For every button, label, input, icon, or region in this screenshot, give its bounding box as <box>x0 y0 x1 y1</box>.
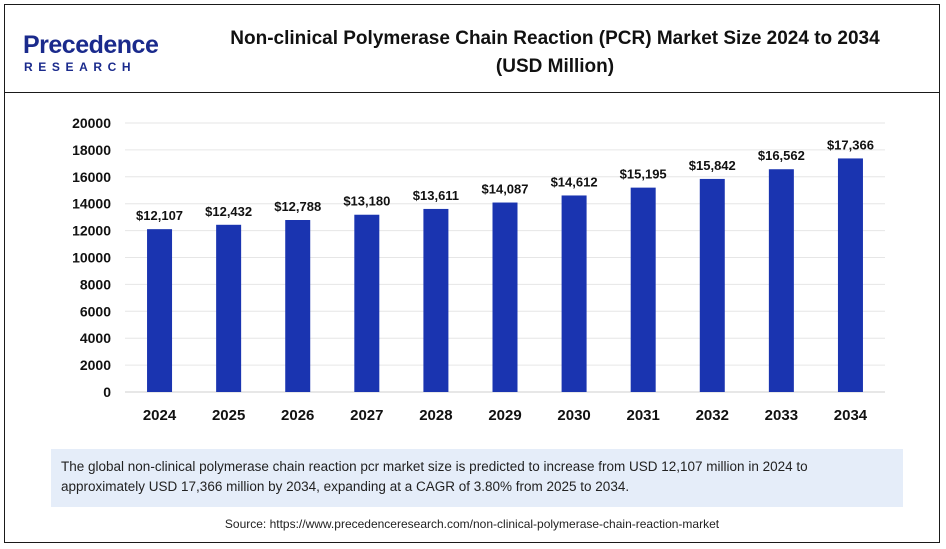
data-label: $17,366 <box>827 137 874 152</box>
logo-subtitle: RESEARCH <box>24 60 137 74</box>
bar <box>837 158 863 392</box>
x-tick-label: 2033 <box>765 407 798 424</box>
description-box: The global non-clinical polymerase chain… <box>51 449 903 507</box>
y-tick-label: 10000 <box>72 250 111 266</box>
bar <box>561 195 587 392</box>
chart-title-line-2: (USD Million) <box>495 56 615 77</box>
bar <box>354 214 380 392</box>
x-tick-label: 2030 <box>557 407 590 424</box>
bar <box>147 229 173 392</box>
x-tick-label: 2032 <box>696 407 729 424</box>
y-tick-label: 12000 <box>72 223 111 239</box>
data-label: $14,087 <box>482 182 529 197</box>
logo: Precedence RESEARCH <box>23 31 173 75</box>
data-label: $12,788 <box>274 199 321 214</box>
y-tick-label: 14000 <box>72 196 111 212</box>
x-tick-label: 2029 <box>488 407 521 424</box>
x-tick-label: 2027 <box>350 407 383 424</box>
chart-frame: Precedence RESEARCH Non-clinical Polymer… <box>4 4 940 543</box>
y-tick-label: 6000 <box>80 303 111 319</box>
bar <box>285 220 311 392</box>
data-label: $12,432 <box>205 204 252 219</box>
data-label: $15,195 <box>620 167 667 182</box>
data-label: $15,842 <box>689 158 736 173</box>
x-tick-label: 2026 <box>281 407 314 424</box>
y-tick-label: 2000 <box>80 357 111 373</box>
source-text: Source: https://www.precedenceresearch.c… <box>224 517 720 531</box>
data-label: $13,180 <box>343 194 390 209</box>
chart-title: Non-clinical Polymerase Chain Reaction (… <box>195 25 915 81</box>
bar <box>699 178 725 392</box>
data-label: $12,107 <box>136 208 183 223</box>
logo-wordmark: Precedence <box>23 31 159 59</box>
data-label: $14,612 <box>551 174 598 189</box>
chart-title-line-1: Non-clinical Polymerase Chain Reaction (… <box>230 28 880 49</box>
bar <box>492 202 518 392</box>
bar <box>423 208 449 392</box>
y-tick-label: 0 <box>103 384 111 400</box>
bar <box>768 169 794 392</box>
bar <box>630 187 656 392</box>
y-tick-label: 8000 <box>80 276 111 292</box>
y-tick-label: 20000 <box>72 115 111 131</box>
bar <box>216 224 242 392</box>
data-label: $13,611 <box>413 188 459 203</box>
x-tick-label: 2025 <box>212 407 245 424</box>
y-tick-label: 18000 <box>72 142 111 158</box>
y-tick-label: 4000 <box>80 330 111 346</box>
x-tick-label: 2028 <box>419 407 452 424</box>
data-label: $16,562 <box>758 148 805 163</box>
header: Precedence RESEARCH Non-clinical Polymer… <box>5 5 939 93</box>
x-tick-label: 2034 <box>834 407 868 424</box>
description-text: The global non-clinical polymerase chain… <box>61 459 808 494</box>
x-tick-label: 2031 <box>626 407 659 424</box>
x-tick-label: 2024 <box>143 407 177 424</box>
y-tick-label: 16000 <box>72 169 111 185</box>
bar-chart: 0 2000 4000 6000 8000 10000 12000 14000 16000 180… <box>72 115 885 424</box>
